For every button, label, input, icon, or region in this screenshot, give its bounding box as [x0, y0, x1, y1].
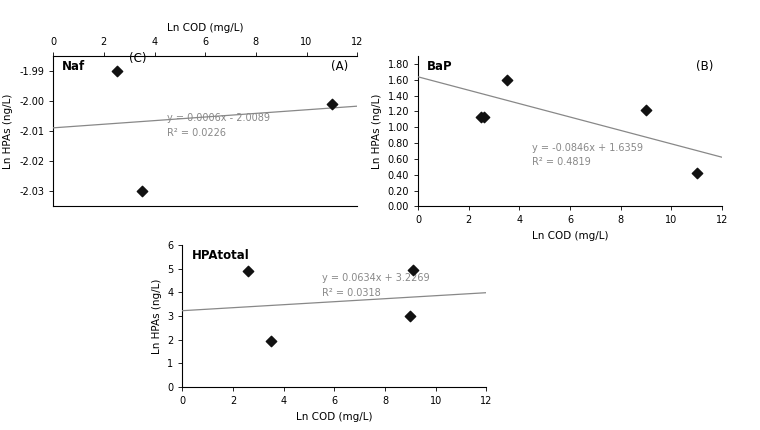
Point	[326, 101, 338, 108]
Text: y = 0.0634x + 3.2269
R² = 0.0318: y = 0.0634x + 3.2269 R² = 0.0318	[321, 273, 429, 298]
Text: (B): (B)	[695, 60, 713, 74]
X-axis label: Ln COD (mg/L): Ln COD (mg/L)	[167, 23, 243, 33]
Point	[404, 313, 416, 319]
Text: Naf: Naf	[62, 60, 86, 74]
Text: BaP: BaP	[427, 60, 453, 74]
Y-axis label: Ln HPAs (ng/L): Ln HPAs (ng/L)	[372, 93, 382, 169]
X-axis label: Ln COD (mg/L): Ln COD (mg/L)	[532, 231, 608, 241]
Text: y = -0.0846x + 1.6359
R² = 0.4819: y = -0.0846x + 1.6359 R² = 0.4819	[532, 142, 643, 167]
Y-axis label: Ln HPAs (ng/L): Ln HPAs (ng/L)	[4, 93, 14, 169]
Point	[242, 267, 255, 274]
Y-axis label: Ln HPAs (ng/L): Ln HPAs (ng/L)	[151, 278, 162, 354]
Text: (C): (C)	[129, 52, 147, 64]
Text: y = 0.0006x - 2.0089
R² = 0.0226: y = 0.0006x - 2.0089 R² = 0.0226	[167, 113, 271, 138]
Point	[265, 338, 277, 344]
Point	[640, 106, 652, 113]
Point	[475, 114, 487, 120]
Point	[478, 114, 490, 120]
Text: (A): (A)	[331, 60, 348, 74]
Point	[691, 170, 703, 177]
Point	[407, 267, 419, 273]
X-axis label: Ln COD (mg/L): Ln COD (mg/L)	[296, 412, 372, 421]
Text: HPAtotal: HPAtotal	[192, 249, 249, 262]
Point	[110, 68, 122, 74]
Point	[136, 188, 148, 195]
Point	[501, 76, 513, 83]
